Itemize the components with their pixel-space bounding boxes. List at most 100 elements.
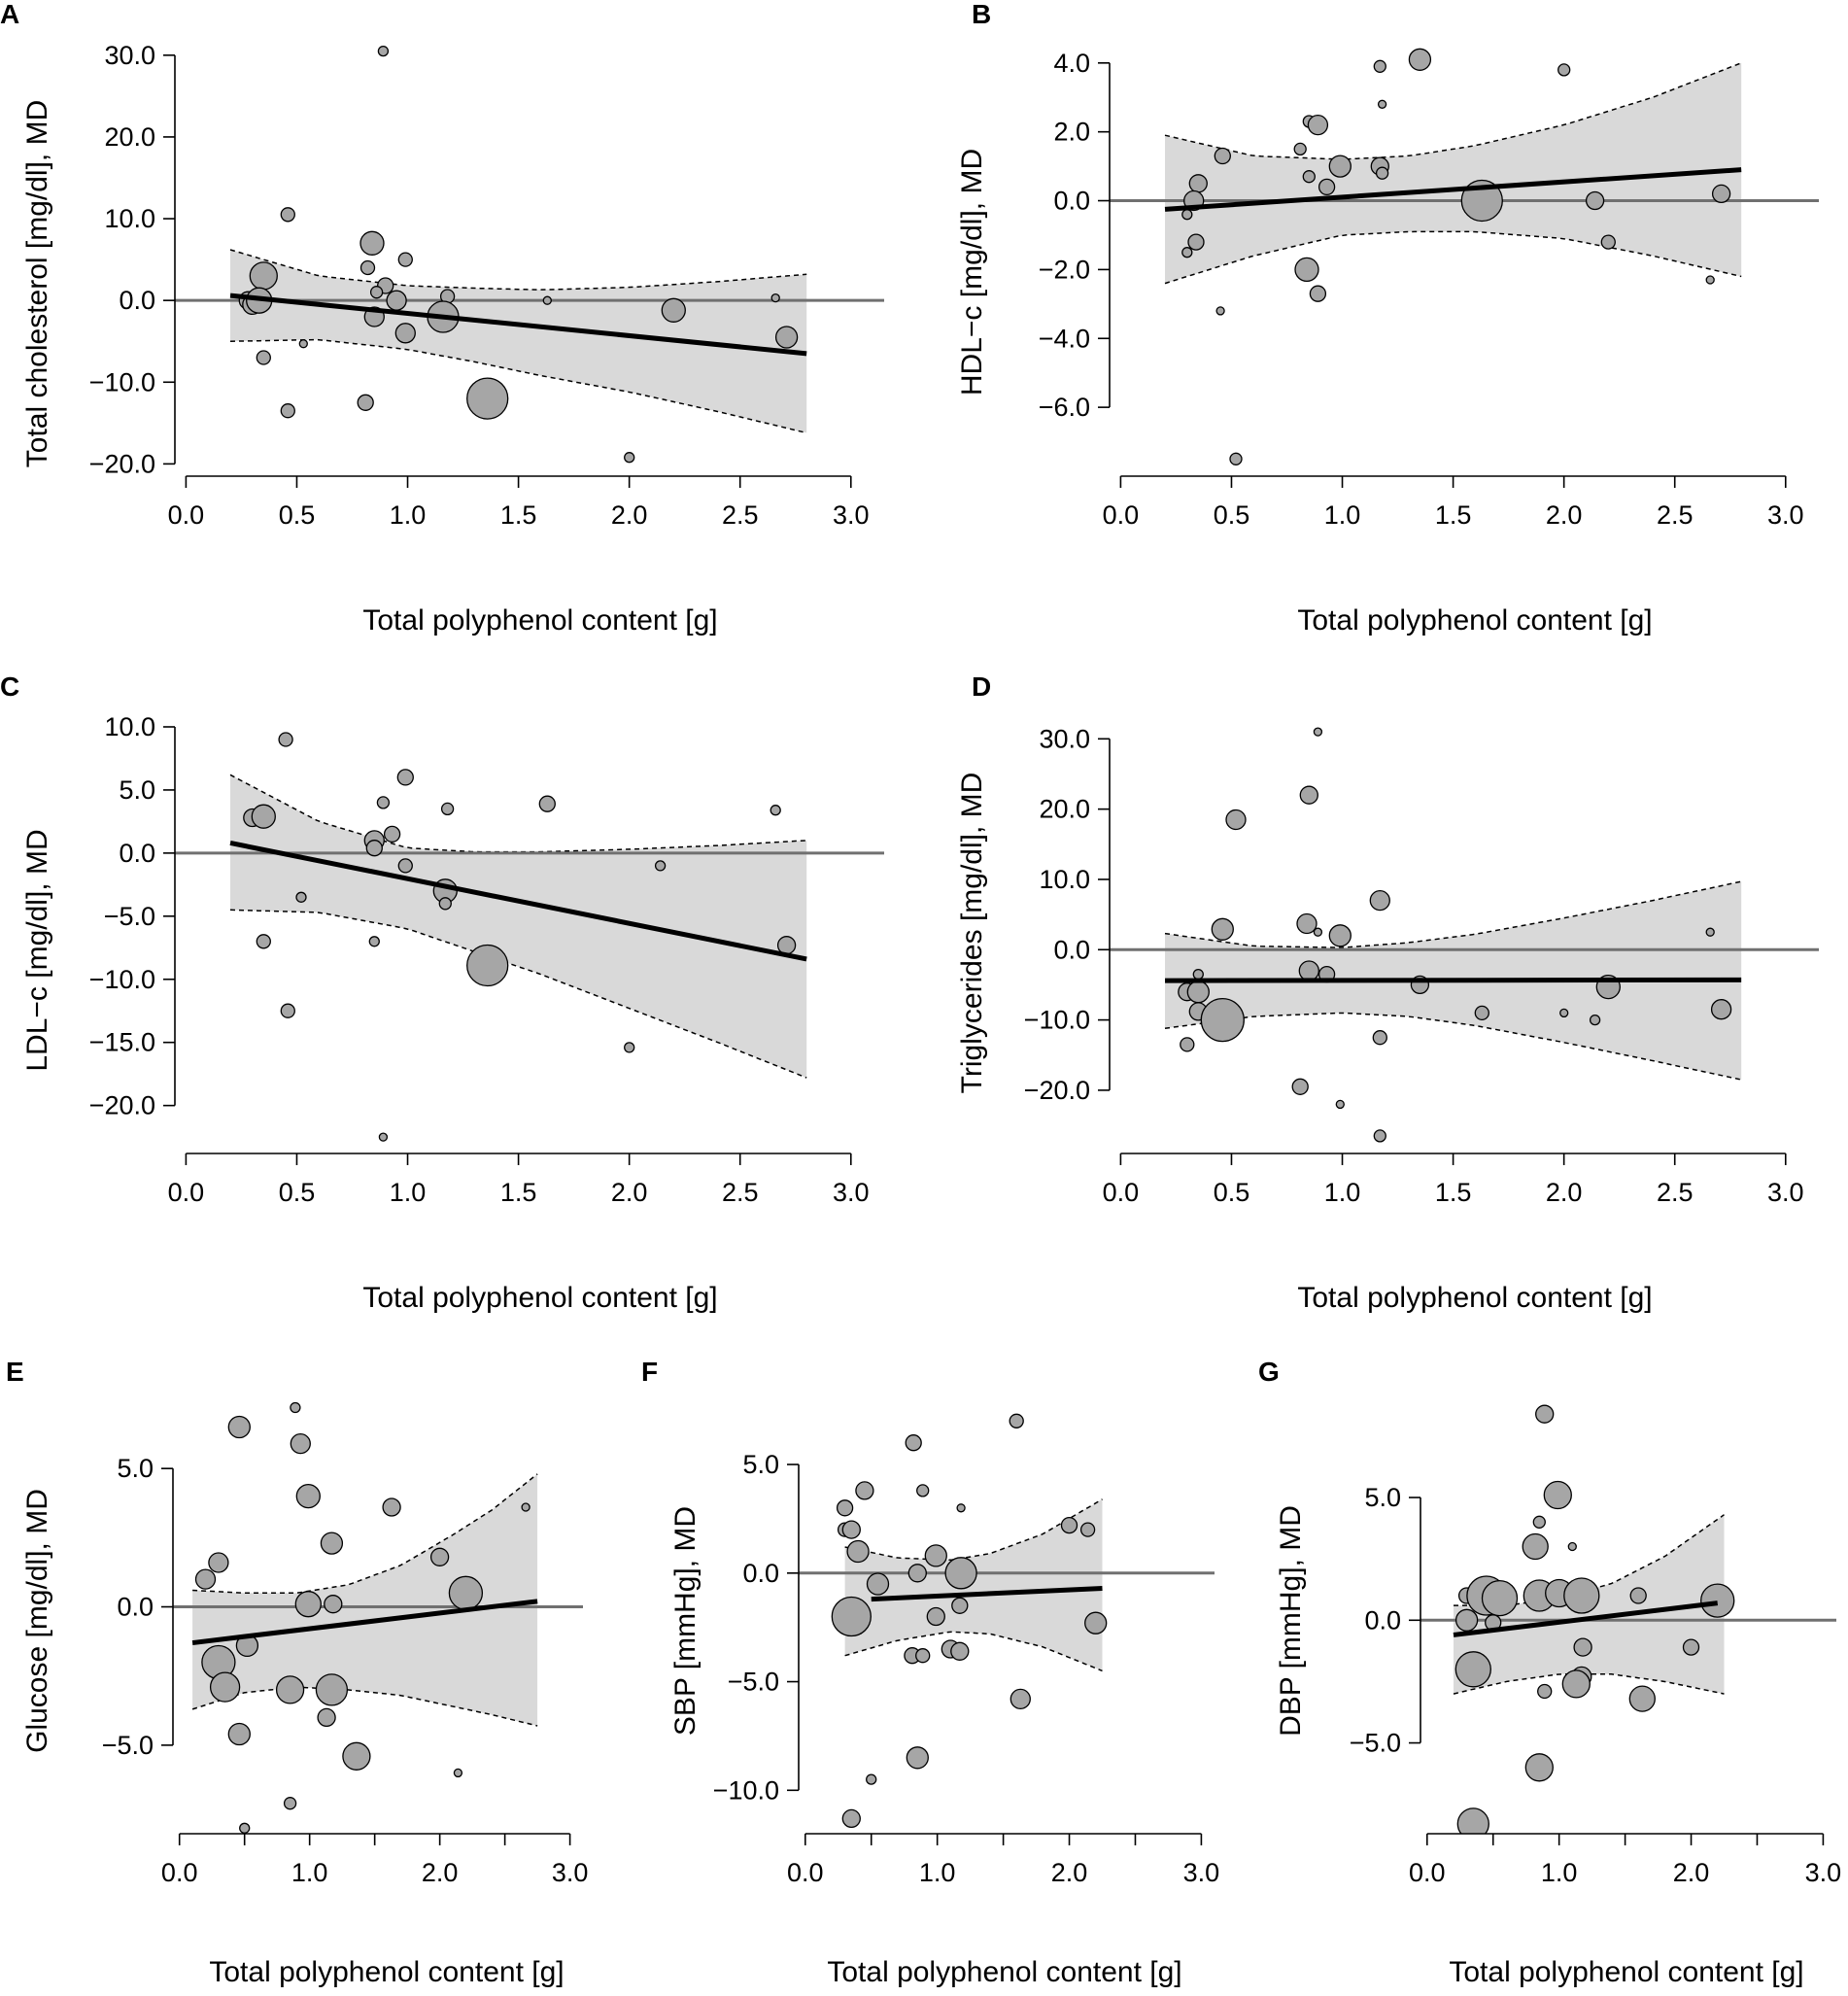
data-point: [950, 1641, 970, 1661]
data-point: [1557, 63, 1571, 77]
y-axis-label: SBP [mmHg], MD: [669, 1506, 702, 1736]
x-tick-label: 0.5: [1214, 1178, 1250, 1207]
x-tick-label: 3.0: [1767, 500, 1804, 530]
plot-inner: [175, 45, 884, 464]
x-tick-label: 2.0: [1546, 500, 1583, 530]
data-point: [916, 1484, 930, 1497]
data-point: [1313, 927, 1323, 937]
x-tick-label: 3.0: [1183, 1858, 1220, 1887]
data-point: [1375, 166, 1389, 180]
data-point: [466, 377, 509, 420]
confidence-band: [1165, 62, 1742, 284]
y-tick-label: −20.0: [1024, 1076, 1090, 1105]
data-point: [1181, 247, 1193, 258]
data-point: [378, 1132, 389, 1142]
data-point: [1537, 1683, 1553, 1700]
data-point: [907, 1564, 927, 1583]
data-point: [1369, 889, 1390, 912]
data-point: [283, 1797, 297, 1810]
data-point: [227, 1415, 251, 1439]
y-axis-label: Triglycerides [mg/dl], MD: [956, 773, 988, 1094]
data-point: [1474, 1005, 1489, 1021]
data-point: [1313, 727, 1323, 737]
data-point: [1291, 1078, 1309, 1095]
data-point: [1522, 1532, 1549, 1561]
data-point: [776, 936, 797, 955]
data-point: [438, 897, 452, 911]
panel-b: −6.0 −4.0 −2.0 0.0 2.0 4.0 0.0 0.5 1.0 1.5 2.0 2.5 3…: [956, 0, 1819, 637]
data-point: [905, 1434, 922, 1452]
data-point: [394, 323, 416, 344]
data-point: [1524, 1753, 1554, 1782]
y-tick-label: 5.0: [742, 1450, 779, 1479]
y-tick-label: 10.0: [104, 204, 155, 233]
panel-g: −5.0 0.0 5.0 0.0 1.0 2.0 3.0 G Total polypheno…: [1258, 1357, 1841, 1988]
data-point: [377, 45, 390, 57]
x-tick-label: 2.0: [1546, 1178, 1583, 1207]
data-point: [1710, 999, 1732, 1020]
x-axis-label: Total polyphenol content [g]: [362, 604, 717, 637]
plot-area: −20.0 −10.0 0.0 10.0 20.0 30.0 0.0 0.5 1.0 1.5 2.0…: [89, 41, 884, 530]
band-lower-line: [1164, 1012, 1742, 1081]
y-tick-label: −15.0: [89, 1028, 155, 1057]
data-point: [1181, 209, 1193, 221]
data-point: [429, 1547, 450, 1566]
data-point: [1296, 912, 1318, 935]
data-point: [654, 860, 667, 872]
data-point: [1079, 1522, 1096, 1537]
data-point: [368, 936, 380, 947]
panel-f: −10.0 −5.0 0.0 5.0 0.0 1.0 2.0 3.0 F Total poly…: [641, 1357, 1219, 1988]
data-point: [1192, 968, 1204, 981]
data-point: [280, 403, 295, 419]
data-point: [1373, 1129, 1386, 1143]
x-tick-label: 0.0: [1409, 1858, 1446, 1887]
data-point: [280, 207, 295, 223]
y-tick-label: −20.0: [89, 449, 155, 478]
panel-letter: B: [972, 0, 991, 29]
panel-e: −5.0 0.0 5.0 0.0 1.0 2.0 3.0 E Total polypheno…: [6, 1357, 588, 1988]
y-axis-label: Total cholesterol [mg/dl], MD: [21, 100, 53, 467]
data-point: [466, 944, 509, 987]
data-point: [194, 1568, 217, 1590]
regression-line: [1453, 1600, 1719, 1637]
plot-area: −20.0 −15.0 −10.0 −5.0 0.0 5.0 10.0 0.0 0.5 1.0 1.…: [89, 712, 884, 1207]
data-point: [1705, 275, 1715, 285]
panel-letter: E: [6, 1357, 24, 1387]
band-lower-line: [191, 1686, 538, 1727]
data-point: [831, 1596, 872, 1637]
x-tick-label: 0.0: [168, 1178, 205, 1207]
x-axis-label: Total polyphenol content [g]: [1297, 604, 1652, 637]
data-point: [294, 1591, 322, 1618]
y-tick-label: 0.0: [742, 1559, 779, 1588]
data-point: [1211, 917, 1234, 941]
data-point: [1600, 234, 1616, 250]
x-tick-label: 1.5: [500, 1178, 537, 1207]
data-point: [256, 934, 271, 949]
x-axis-label: Total polyphenol content [g]: [362, 1282, 717, 1314]
confidence-band: [844, 1498, 1103, 1671]
data-point: [661, 297, 686, 323]
data-point: [1215, 306, 1225, 316]
data-point: [1561, 1669, 1591, 1699]
confidence-band: [192, 1473, 538, 1726]
plot-area: −5.0 0.0 5.0 0.0 1.0 2.0 3.0: [1350, 1404, 1841, 1887]
data-point: [315, 1673, 349, 1706]
data-point: [383, 825, 401, 843]
data-point: [1408, 48, 1432, 71]
data-point: [521, 1502, 530, 1512]
data-point: [1309, 285, 1327, 302]
data-point: [295, 1483, 321, 1509]
y-tick-label: −5.0: [104, 902, 155, 931]
x-tick-label: 3.0: [1767, 1178, 1804, 1207]
data-point: [1225, 809, 1247, 831]
band-upper-line: [229, 249, 807, 291]
data-point: [1567, 1541, 1577, 1552]
data-point: [396, 769, 414, 786]
x-tick-label: 2.5: [1657, 500, 1694, 530]
data-point: [906, 1746, 929, 1770]
data-point: [944, 1557, 977, 1590]
data-point: [855, 1481, 874, 1500]
data-point: [1294, 257, 1319, 283]
plot-inner: [173, 1401, 583, 1834]
